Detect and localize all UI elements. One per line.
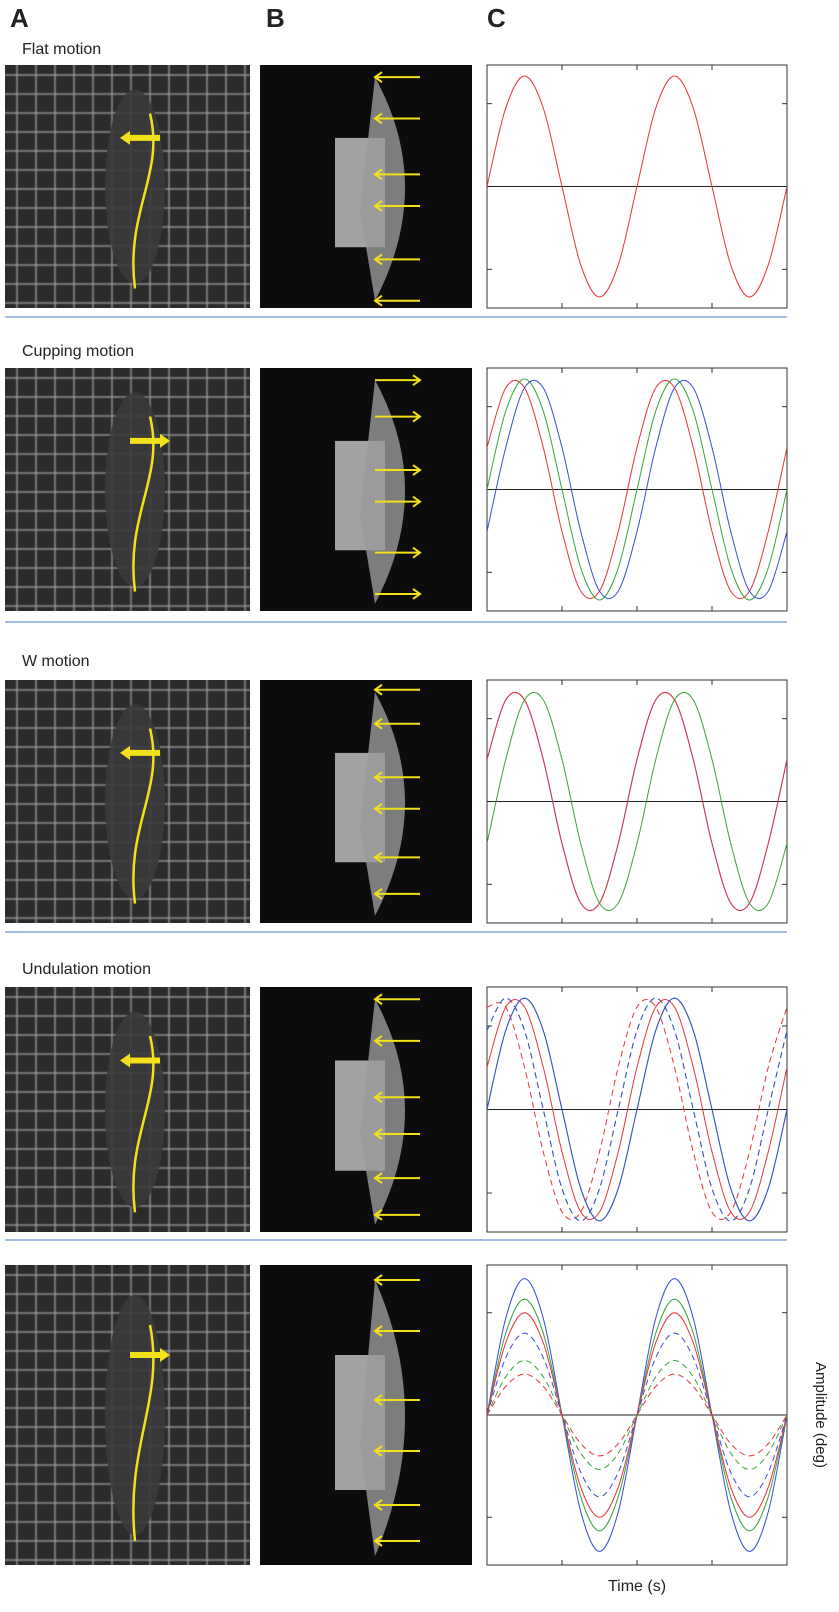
fish	[105, 392, 165, 586]
fish	[105, 1295, 165, 1535]
row-title: Flat motion	[22, 41, 101, 58]
y-axis-label: Amplitude (deg)	[812, 1362, 829, 1468]
row-title: W motion	[22, 653, 90, 670]
panel-letter: B	[266, 3, 285, 33]
panel-letter: A	[10, 3, 29, 33]
row-title: Cupping motion	[22, 343, 134, 360]
x-axis-label: Time (s)	[608, 1578, 666, 1595]
row-title: Undulation motion	[22, 961, 151, 978]
fish	[105, 1012, 165, 1208]
figure: A B C Flat motion Cupping motion W motion U…	[0, 0, 839, 1612]
panel-letter: C	[487, 3, 506, 33]
fish	[105, 704, 165, 898]
fish	[105, 89, 165, 283]
page: {"panels": ["A", "B", "C"], "chart_data"…	[0, 0, 839, 1612]
